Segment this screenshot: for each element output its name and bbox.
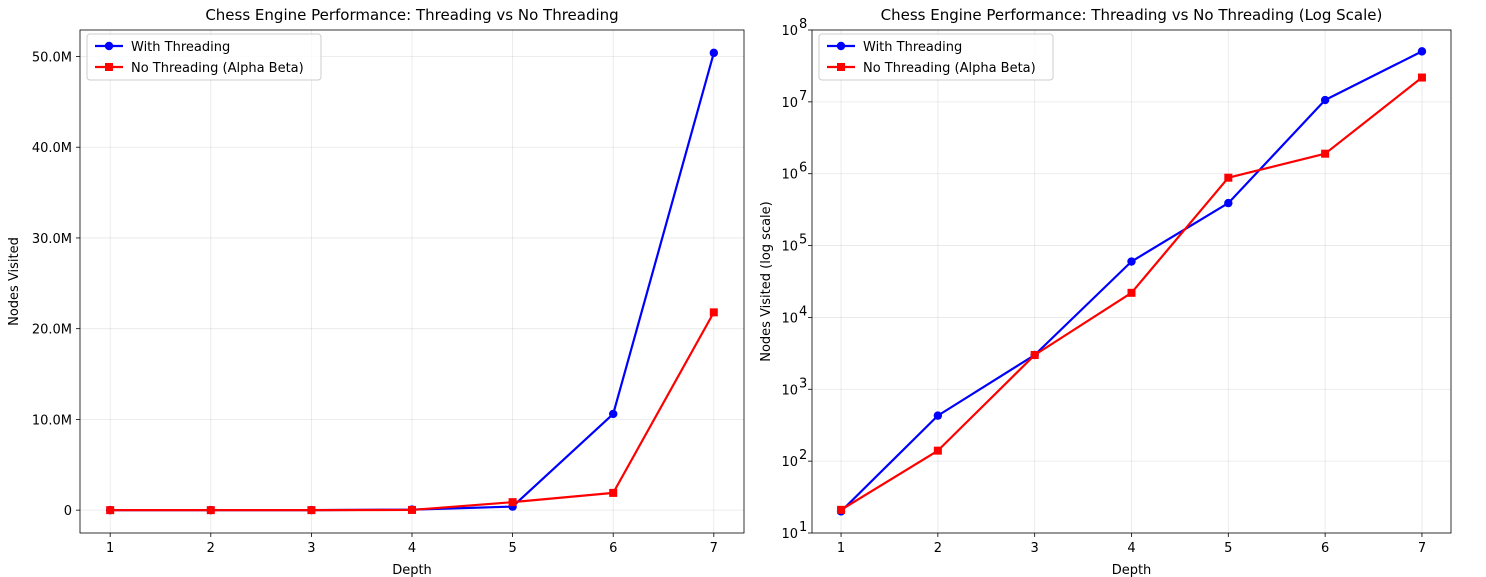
- x-axis-label: Depth: [1112, 563, 1152, 577]
- y-tick-label: 10.0M: [32, 413, 72, 428]
- y-tick-exponent: 3: [799, 376, 807, 391]
- x-tick-label: 4: [1127, 541, 1135, 556]
- y-tick-label: 10: [781, 96, 798, 111]
- x-tick-label: 7: [1418, 541, 1426, 556]
- legend-marker: [105, 63, 113, 71]
- data-point: [609, 488, 618, 497]
- legend-marker: [837, 63, 845, 71]
- legend-label: No Threading (Alpha Beta): [131, 61, 304, 76]
- data-point: [1320, 95, 1330, 105]
- y-tick-label: 50.0M: [32, 50, 72, 65]
- y-tick-label: 10: [781, 383, 798, 398]
- data-point: [1030, 351, 1039, 360]
- data-point: [1321, 149, 1330, 158]
- data-point: [206, 506, 215, 515]
- y-tick-base: 10: [781, 240, 798, 255]
- x-tick-label: 5: [508, 541, 516, 556]
- y-tick-exponent: 6: [799, 161, 807, 176]
- y-tick-label: 10: [781, 527, 798, 542]
- y-tick-base: 10: [781, 168, 798, 183]
- x-tick-label: 1: [837, 541, 845, 556]
- x-tick-label: 2: [207, 541, 215, 556]
- y-tick-label: 40.0M: [32, 141, 72, 156]
- data-point: [508, 498, 517, 507]
- data-point: [408, 505, 416, 514]
- legend-label: With Threading: [863, 40, 962, 55]
- data-point: [933, 446, 942, 455]
- y-axis-label: Nodes Visited: [7, 237, 22, 326]
- data-point: [709, 308, 718, 317]
- data-point: [933, 411, 943, 420]
- chart-title: Chess Engine Performance: Threading vs N…: [881, 6, 1383, 24]
- y-tick-base: 10: [781, 527, 798, 542]
- data-point: [1127, 288, 1136, 297]
- data-point: [1417, 73, 1426, 82]
- data-point: [106, 506, 115, 515]
- y-tick-label: 10: [781, 168, 798, 183]
- x-tick-label: 7: [710, 541, 718, 556]
- x-axis-label: Depth: [392, 563, 432, 577]
- data-point: [1224, 173, 1233, 182]
- x-tick-label: 4: [408, 541, 416, 556]
- plot-frame: [811, 29, 1452, 534]
- y-axis-label: Nodes Visited (log scale): [759, 201, 774, 362]
- data-point: [1224, 198, 1233, 208]
- y-tick-exponent: 4: [799, 304, 807, 319]
- x-tick-label: 5: [1224, 541, 1232, 556]
- y-tick-label: 20.0M: [32, 323, 72, 338]
- y-tick-base: 10: [781, 455, 798, 470]
- y-tick-exponent: 2: [799, 448, 807, 463]
- y-tick-label: 10: [781, 455, 798, 470]
- x-tick-label: 1: [106, 541, 114, 556]
- y-tick-base: 10: [781, 24, 798, 39]
- data-point: [609, 409, 618, 419]
- data-point: [1127, 257, 1136, 266]
- y-tick-label: 10: [781, 240, 798, 255]
- chart-title: Chess Engine Performance: Threading vs N…: [205, 6, 618, 24]
- legend-box: [86, 33, 322, 81]
- legend-marker: [836, 41, 846, 51]
- y-tick-label: 30.0M: [32, 232, 72, 247]
- data-point: [709, 48, 719, 58]
- legend-marker: [104, 41, 114, 51]
- y-tick-base: 10: [781, 383, 798, 398]
- legend-box: [818, 33, 1054, 81]
- y-tick-label: 10: [781, 311, 798, 326]
- data-point: [307, 506, 316, 515]
- y-tick-base: 10: [781, 96, 798, 111]
- legend-label: With Threading: [131, 40, 230, 55]
- data-point: [837, 505, 846, 514]
- x-tick-label: 3: [1031, 541, 1039, 556]
- y-tick-base: 10: [781, 311, 798, 326]
- x-tick-label: 6: [1321, 541, 1329, 556]
- legend-label: No Threading (Alpha Beta): [863, 61, 1036, 76]
- y-tick-label: 10: [781, 24, 798, 39]
- y-tick-exponent: 1: [799, 520, 807, 535]
- y-tick-exponent: 8: [799, 17, 807, 32]
- y-tick-label: 0: [64, 504, 72, 519]
- x-tick-label: 6: [609, 541, 617, 556]
- data-point: [1417, 47, 1427, 56]
- y-tick-exponent: 5: [799, 233, 807, 248]
- linear-scale-chart: 1 2 3 4 5 6 7 0 10.0M 20.0M 30.0M 40.0M 50.0M Chess E…: [7, 6, 745, 577]
- plot-frame: [79, 29, 745, 534]
- x-tick-label: 2: [934, 541, 942, 556]
- x-tick-label: 3: [307, 541, 315, 556]
- y-tick-exponent: 7: [799, 89, 807, 104]
